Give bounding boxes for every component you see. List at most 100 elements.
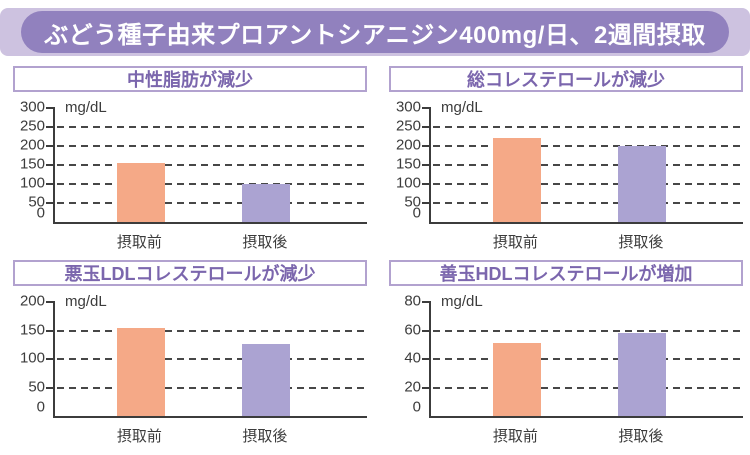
- y-axis: 0 20 40 60 80: [389, 293, 429, 416]
- gridline: [57, 386, 367, 389]
- x-axis-label: 摂取後: [242, 428, 288, 445]
- x-axis-labels: 摂取前 摂取後: [53, 224, 367, 251]
- axis-tick: [422, 164, 431, 166]
- axis-tick: [46, 144, 55, 147]
- axis-tick: [46, 386, 55, 389]
- header-pill: ぶどう種子由来プロアントシアニジン400mg/日、2週間摂取: [21, 11, 729, 53]
- panel-ldl-cholesterol: 悪玉LDLコレステロールが減少 0 50 100 150 200 mg/dL 摂取前 摂取後: [13, 260, 367, 445]
- y-axis-unit-label: mg/dL: [65, 98, 107, 116]
- x-axis-label: 摂取前: [116, 428, 162, 445]
- y-axis-tick-label: 50: [404, 193, 421, 211]
- axis-tick: [422, 125, 431, 128]
- y-axis: 0 50 100 150 200 250 300: [13, 99, 53, 222]
- x-axis-label: 摂取前: [492, 428, 538, 445]
- chart-body: 0 50 100 150 200 mg/dL: [13, 293, 367, 418]
- y-axis-tick-label: 250: [19, 117, 45, 135]
- gridline: [433, 144, 743, 147]
- bar-before-intake: [492, 343, 541, 416]
- chart-body: 0 50 100 150 200 250 300 mg/dL: [13, 99, 367, 224]
- axis-tick: [422, 301, 431, 303]
- plot-area: mg/dL: [422, 100, 743, 224]
- gridline: [433, 125, 743, 128]
- gridline: [57, 329, 367, 332]
- bar-after-intake: [241, 184, 290, 222]
- y-axis-tick-label: 50: [28, 193, 45, 211]
- gridline: [57, 125, 367, 128]
- y-axis-tick-label: 20: [404, 377, 421, 395]
- panel-title-box: 善玉HDLコレステロールが増加: [389, 260, 743, 286]
- bar-after-intake: [617, 146, 666, 222]
- x-axis-labels: 摂取前 摂取後: [429, 224, 743, 251]
- gridline: [57, 202, 367, 204]
- gridline: [433, 202, 743, 204]
- bar-after-intake: [617, 333, 666, 416]
- panel-triglycerides: 中性脂肪が減少 0 50 100 150 200 250 300 mg/dL 摂取前 摂取後: [13, 66, 367, 251]
- gridline: [433, 329, 743, 332]
- axis-tick: [422, 144, 431, 147]
- plot-area: mg/dL: [46, 294, 367, 418]
- y-axis-tick-label: 50: [28, 377, 45, 395]
- y-axis-tick-label: 150: [395, 155, 421, 173]
- bar-before-intake: [116, 163, 165, 222]
- plot-area: mg/dL: [422, 294, 743, 418]
- gridline: [57, 358, 367, 360]
- bar-before-intake: [492, 138, 541, 222]
- x-axis-label: 摂取後: [618, 234, 664, 251]
- y-axis-unit-label: mg/dL: [441, 292, 483, 310]
- axis-tick: [422, 329, 431, 332]
- y-axis-tick-label: 80: [404, 292, 421, 310]
- panel-title: 善玉HDLコレステロールが増加: [439, 264, 693, 284]
- bar-after-intake: [241, 343, 290, 416]
- axis-tick: [422, 107, 431, 109]
- y-axis-tick-label: 150: [19, 155, 45, 173]
- gridline: [57, 164, 367, 166]
- panel-title-box: 中性脂肪が減少: [13, 66, 367, 92]
- y-axis: 0 50 100 150 200 250 300: [389, 99, 429, 222]
- bar-chart-ldl-cholesterol: 0 50 100 150 200 mg/dL 摂取前 摂取後: [13, 293, 367, 445]
- y-axis-tick-label: 300: [395, 98, 421, 116]
- bar-chart-triglycerides: 0 50 100 150 200 250 300 mg/dL 摂取前 摂取後: [13, 99, 367, 251]
- x-axis-label: 摂取前: [116, 234, 162, 251]
- gridline: [433, 386, 743, 389]
- panel-title-box: 総コレステロールが減少: [389, 66, 743, 92]
- y-axis-tick-label: 100: [19, 349, 45, 367]
- gridline: [57, 144, 367, 147]
- panel-title: 悪玉LDLコレステロールが減少: [64, 264, 316, 284]
- y-axis-tick-label: 100: [395, 174, 421, 192]
- axis-tick: [422, 386, 431, 389]
- y-axis-unit-label: mg/dL: [441, 98, 483, 116]
- axis-tick: [422, 182, 431, 185]
- axis-tick: [46, 358, 55, 360]
- gridline: [433, 182, 743, 185]
- y-axis-tick-label: 100: [19, 174, 45, 192]
- axis-tick: [46, 164, 55, 166]
- y-axis-unit-label: mg/dL: [65, 292, 107, 310]
- header-band: ぶどう種子由来プロアントシアニジン400mg/日、2週間摂取: [0, 8, 750, 56]
- panel-title: 総コレステロールが減少: [467, 70, 665, 90]
- x-axis-label: 摂取後: [242, 234, 288, 251]
- axis-tick: [46, 329, 55, 332]
- bar-before-intake: [116, 327, 165, 416]
- y-axis-tick-label: 0: [36, 398, 45, 416]
- y-axis-tick-label: 0: [36, 204, 45, 222]
- y-axis-tick-label: 300: [19, 98, 45, 116]
- gridline: [433, 164, 743, 166]
- y-axis-tick-label: 0: [412, 204, 421, 222]
- plot-area: mg/dL: [46, 100, 367, 224]
- gridline: [433, 358, 743, 360]
- y-axis: 0 50 100 150 200: [13, 293, 53, 416]
- y-axis-tick-label: 40: [404, 349, 421, 367]
- axis-tick: [46, 301, 55, 303]
- bar-chart-total-cholesterol: 0 50 100 150 200 250 300 mg/dL 摂取前 摂取後: [389, 99, 743, 251]
- panel-total-cholesterol: 総コレステロールが減少 0 50 100 150 200 250 300 mg/dL 摂取前 摂取…: [389, 66, 743, 251]
- axis-tick: [46, 182, 55, 185]
- bar-chart-hdl-cholesterol: 0 20 40 60 80 mg/dL 摂取前 摂取後: [389, 293, 743, 445]
- axis-tick: [46, 202, 55, 204]
- y-axis-tick-label: 0: [412, 398, 421, 416]
- panel-title: 中性脂肪が減少: [127, 70, 253, 90]
- axis-tick: [46, 125, 55, 128]
- header-title: ぶどう種子由来プロアントシアニジン400mg/日、2週間摂取: [44, 21, 706, 49]
- chart-body: 0 50 100 150 200 250 300 mg/dL: [389, 99, 743, 224]
- x-axis-labels: 摂取前 摂取後: [429, 418, 743, 445]
